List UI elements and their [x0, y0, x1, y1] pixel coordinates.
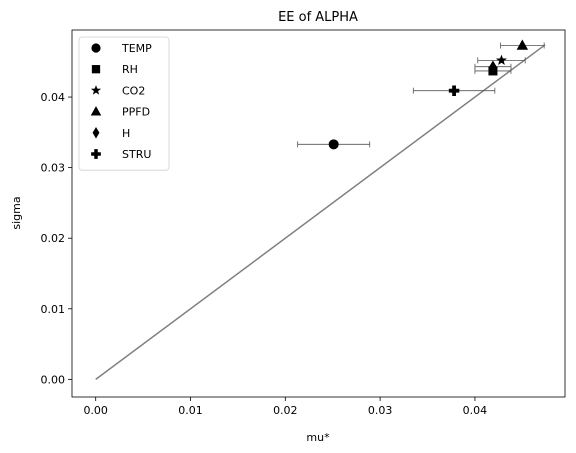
- legend-marker-ppfd: [90, 106, 102, 116]
- y-tick-label: 0.02: [41, 232, 66, 245]
- x-tick-label: 0.00: [83, 404, 108, 417]
- y-tick-label: 0.01: [41, 303, 66, 316]
- legend: TEMP RH CO2 PPFD H STRU: [78, 36, 170, 171]
- legend-label-stru: STRU: [122, 148, 151, 161]
- legend-marker-co2: [90, 85, 102, 95]
- point-co2: [496, 54, 507, 65]
- y-tick-label: 0.04: [41, 91, 66, 104]
- x-axis-label: mu*: [306, 431, 330, 444]
- legend-label-rh: RH: [122, 63, 138, 76]
- legend-label-co2: CO2: [122, 84, 145, 97]
- reference-line: [95, 44, 546, 380]
- legend-label-temp: TEMP: [121, 42, 152, 55]
- legend-marker-rh: [91, 65, 101, 74]
- point-layer: [328, 39, 529, 150]
- legend-marker-temp: [91, 43, 101, 53]
- point-ppfd: [516, 39, 529, 50]
- x-tick-label: 0.02: [273, 404, 298, 417]
- x-tick-label: 0.03: [368, 404, 393, 417]
- point-stru: [448, 85, 460, 96]
- legend-label-h: H: [122, 127, 130, 140]
- point-temp: [328, 139, 339, 150]
- legend-label-ppfd: PPFD: [122, 106, 150, 119]
- chart-title: EE of ALPHA: [278, 10, 358, 25]
- legend-box: [78, 36, 170, 171]
- y-tick-label: 0.03: [41, 162, 66, 175]
- point-h: [489, 60, 497, 73]
- legend-marker-stru: [91, 149, 101, 159]
- plot-frame: [71, 29, 566, 398]
- legend-marker-h: [92, 127, 100, 139]
- x-tick-label: 0.04: [463, 404, 488, 417]
- reference-line-layer: [95, 44, 546, 380]
- x-tick-label: 0.01: [178, 404, 203, 417]
- x-axis: 0.00 0.01 0.02 0.03 0.04: [83, 397, 487, 417]
- y-tick-label: 0.00: [41, 373, 66, 386]
- y-axis: 0.00 0.01 0.02 0.03 0.04: [41, 91, 72, 386]
- y-axis-label: sigma: [10, 196, 23, 229]
